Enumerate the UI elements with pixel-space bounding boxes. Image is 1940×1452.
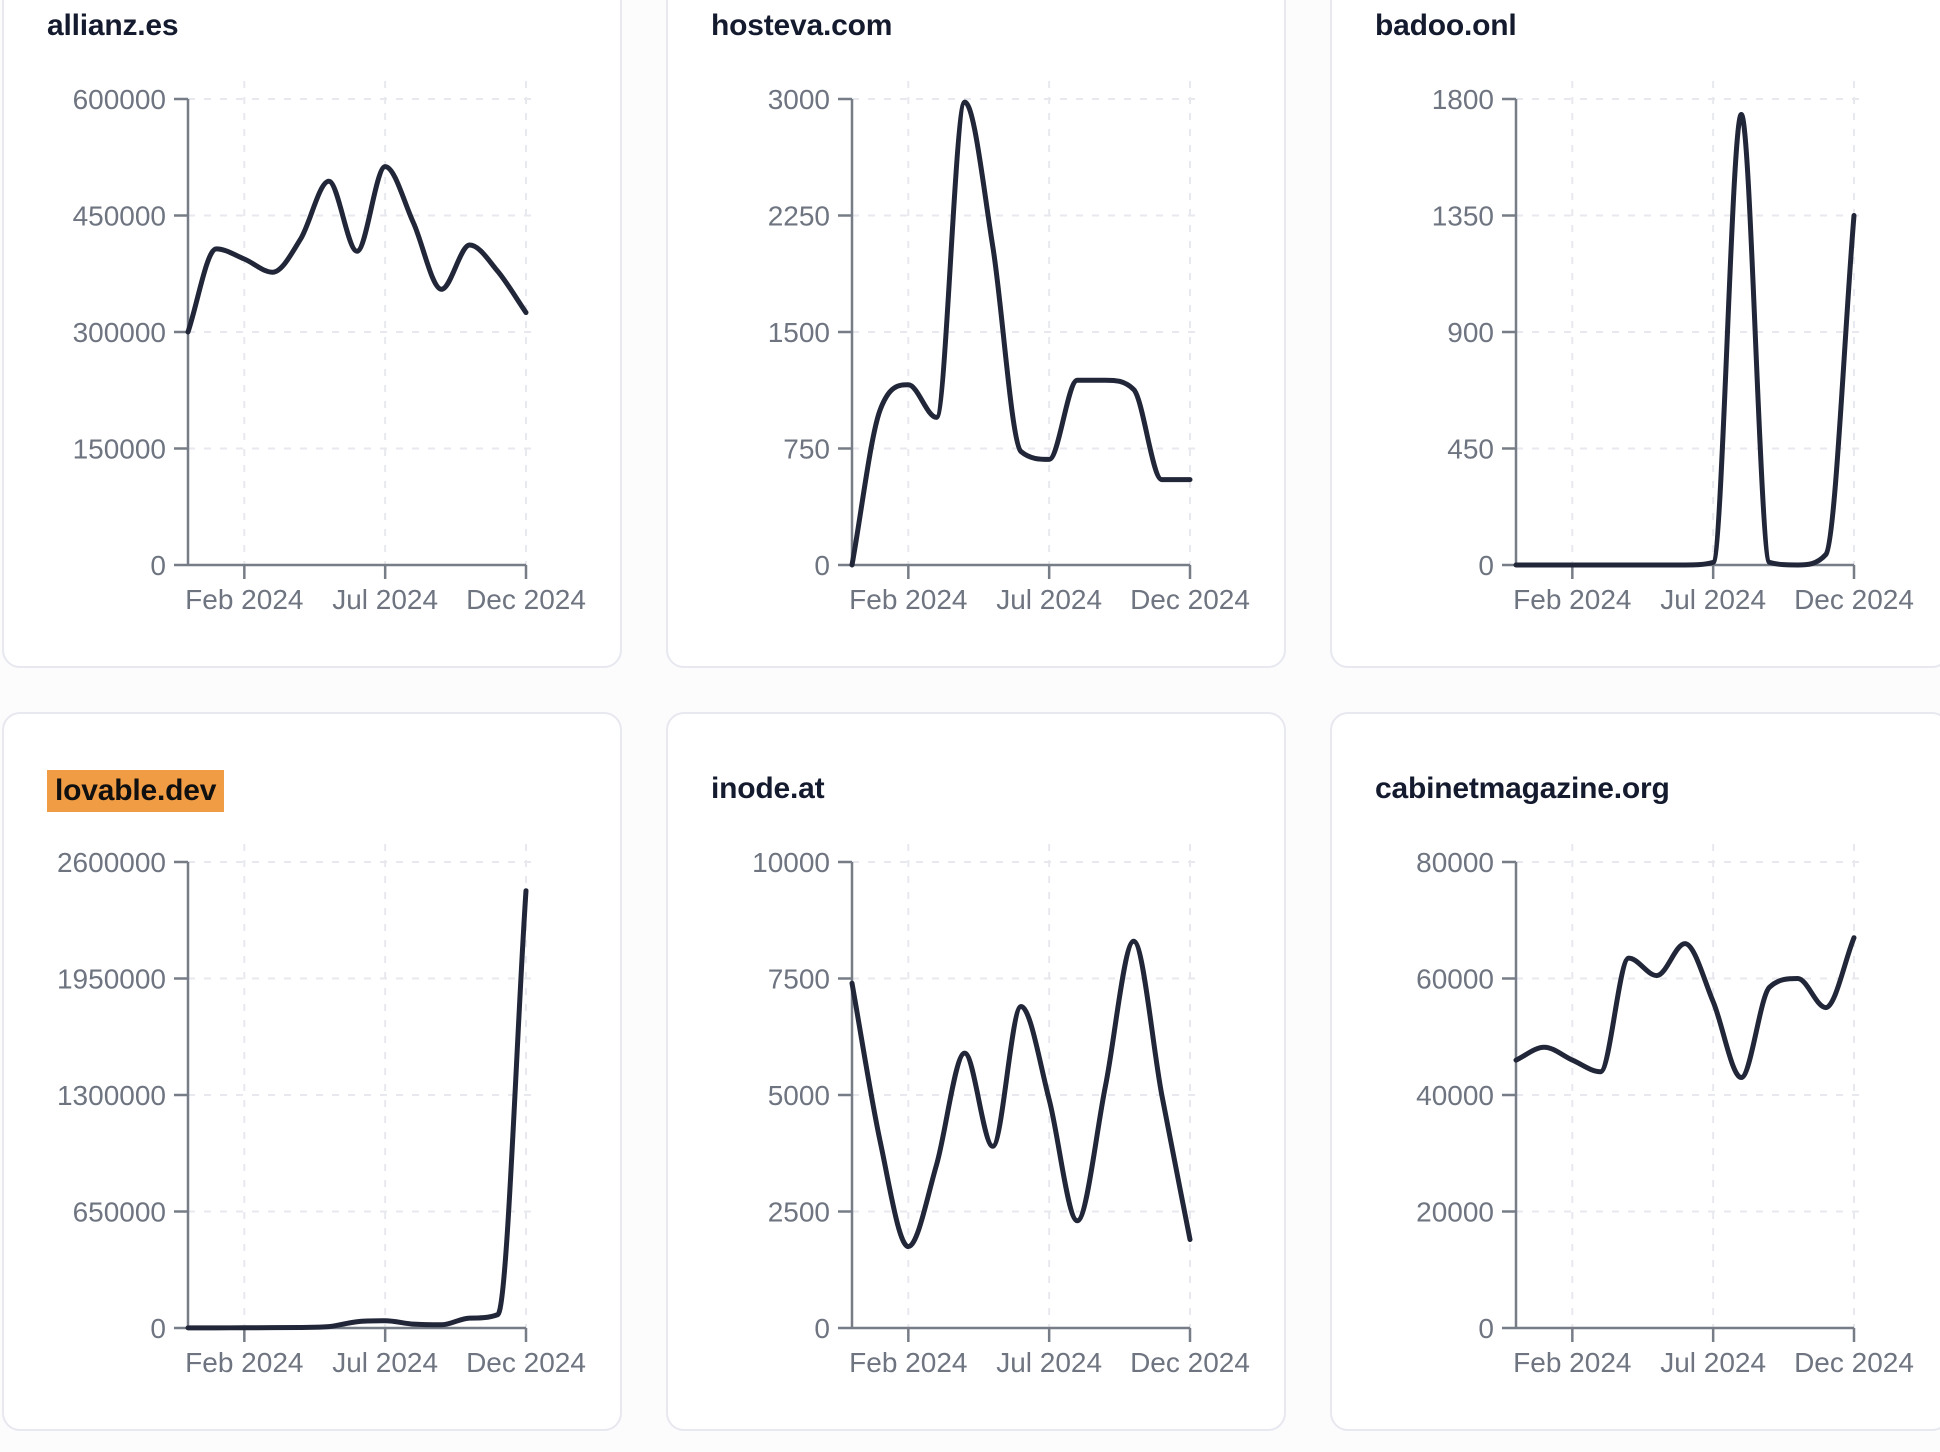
x-axis-tick-label: Feb 2024: [849, 584, 967, 615]
y-axis-tick-label: 1500: [768, 317, 830, 348]
traffic-series-line: [1513, 935, 1857, 1080]
domain-name-label: badoo.onl: [1375, 9, 1517, 42]
y-axis-tick-label: 650000: [73, 1197, 166, 1228]
traffic-series-line: [849, 99, 1193, 568]
y-axis-tick-label: 7500: [768, 964, 830, 995]
y-axis-tick-label: 60000: [1416, 964, 1494, 995]
x-axis-tick-label: Dec 2024: [466, 1347, 586, 1378]
traffic-series-line: [1513, 112, 1857, 568]
y-axis-tick-label: 0: [150, 1313, 166, 1344]
axis-tick-labels: 0 650000 1300000 1950000 2600000 Feb 2024 Jul …: [57, 847, 586, 1378]
y-axis-tick-label: 300000: [73, 317, 166, 348]
card-hosteva-com: hosteva.com 0 750 1500 2250 3000 Feb 2024 Jul …: [666, 0, 1286, 668]
domain-name-label: inode.at: [711, 772, 825, 805]
card-inode-at: inode.at 0 2500 5000 7500 10000 Feb 2024 Jul 2…: [666, 712, 1286, 1431]
domain-name-label: cabinetmagazine.org: [1375, 772, 1670, 805]
gridlines: [1516, 844, 1862, 1328]
axes: [174, 860, 528, 1342]
traffic-line-chart: 0 450 900 1350 1800 Feb 2024 Jul 2024 Dec 2024: [1432, 81, 1914, 615]
domain-name-label: hosteva.com: [711, 9, 893, 42]
y-axis-tick-label: 450: [1447, 434, 1494, 465]
axes: [1502, 860, 1856, 1342]
domain-title: cabinetmagazine.org: [1375, 770, 1670, 808]
traffic-line-chart: 0 20000 40000 60000 80000 Feb 2024 Jul 2024 Dec…: [1416, 844, 1914, 1378]
x-axis-tick-label: Feb 2024: [849, 1347, 967, 1378]
y-axis-tick-label: 0: [814, 1313, 830, 1344]
gridlines: [188, 81, 534, 565]
axis-tick-labels: 0 450 900 1350 1800 Feb 2024 Jul 2024 Dec 2024: [1432, 84, 1914, 615]
y-axis-tick-label: 0: [1478, 550, 1494, 581]
y-axis-tick-label: 1300000: [57, 1080, 166, 1111]
domain-name-label: allianz.es: [47, 9, 179, 42]
y-axis-tick-label: 150000: [73, 434, 166, 465]
axes: [1502, 97, 1856, 579]
card-lovable-dev: lovable.dev 0 650000 1300000 1950000 2600000…: [2, 712, 622, 1431]
y-axis-tick-label: 2600000: [57, 847, 166, 878]
y-axis-tick-label: 0: [150, 550, 166, 581]
x-axis-tick-label: Dec 2024: [466, 584, 586, 615]
x-axis-tick-label: Dec 2024: [1130, 1347, 1250, 1378]
gridlines: [188, 844, 534, 1328]
y-axis-tick-label: 750: [783, 434, 830, 465]
y-axis-tick-label: 2250: [768, 201, 830, 232]
axes: [838, 97, 1192, 579]
gridlines: [1516, 81, 1862, 565]
domain-title: hosteva.com: [711, 7, 892, 45]
y-axis-tick-label: 450000: [73, 201, 166, 232]
y-axis-tick-label: 1950000: [57, 964, 166, 995]
y-axis-tick-label: 20000: [1416, 1197, 1494, 1228]
gridlines: [852, 81, 1198, 565]
domain-title: allianz.es: [47, 7, 179, 45]
traffic-series-line: [185, 888, 529, 1331]
x-axis-tick-label: Jul 2024: [332, 584, 438, 615]
domain-title: lovable.dev: [47, 770, 225, 812]
axis-tick-labels: 0 2500 5000 7500 10000 Feb 2024 Jul 2024 Dec 20…: [752, 847, 1250, 1378]
domain-title: inode.at: [711, 770, 825, 808]
x-axis-tick-label: Dec 2024: [1130, 584, 1250, 615]
card-cabinetmagazine-org: cabinetmagazine.org 0 20000 40000 60000 8000…: [1330, 712, 1940, 1431]
x-axis-tick-label: Dec 2024: [1794, 584, 1914, 615]
gridlines: [852, 844, 1198, 1328]
x-axis-tick-label: Jul 2024: [996, 1347, 1102, 1378]
traffic-line-chart: 0 750 1500 2250 3000 Feb 2024 Jul 2024 Dec 2024: [768, 81, 1250, 615]
traffic-series-line: [849, 938, 1193, 1249]
traffic-series-line: [185, 164, 529, 335]
y-axis-tick-label: 5000: [768, 1080, 830, 1111]
traffic-line-chart: 0 150000 300000 450000 600000 Feb 2024 Jul 202…: [73, 81, 586, 615]
axes: [174, 97, 528, 579]
axis-tick-labels: 0 150000 300000 450000 600000 Feb 2024 Jul 202…: [73, 84, 586, 615]
y-axis-tick-label: 40000: [1416, 1080, 1494, 1111]
x-axis-tick-label: Feb 2024: [185, 1347, 303, 1378]
domain-name-label-highlighted: lovable.dev: [47, 770, 225, 812]
y-axis-tick-label: 10000: [752, 847, 830, 878]
y-axis-tick-label: 1350: [1432, 201, 1494, 232]
x-axis-tick-label: Jul 2024: [332, 1347, 438, 1378]
card-badoo-onl: badoo.onl 0 450 900 1350 1800 Feb 2024 Jul 202…: [1330, 0, 1940, 668]
y-axis-tick-label: 1800: [1432, 84, 1494, 115]
x-axis-tick-label: Jul 2024: [996, 584, 1102, 615]
axis-tick-labels: 0 20000 40000 60000 80000 Feb 2024 Jul 2024 Dec…: [1416, 847, 1914, 1378]
y-axis-tick-label: 600000: [73, 84, 166, 115]
traffic-line-chart: 0 650000 1300000 1950000 2600000 Feb 2024 Jul …: [57, 844, 586, 1378]
y-axis-tick-label: 80000: [1416, 847, 1494, 878]
x-axis-tick-label: Feb 2024: [1513, 1347, 1631, 1378]
x-axis-tick-label: Dec 2024: [1794, 1347, 1914, 1378]
y-axis-tick-label: 900: [1447, 317, 1494, 348]
card-allianz-es: allianz.es 0 150000 300000 450000 600000 Feb …: [2, 0, 622, 668]
domain-title: badoo.onl: [1375, 7, 1517, 45]
y-axis-tick-label: 3000: [768, 84, 830, 115]
traffic-line-chart: 0 2500 5000 7500 10000 Feb 2024 Jul 2024 Dec 20…: [752, 844, 1250, 1378]
x-axis-tick-label: Jul 2024: [1660, 584, 1766, 615]
x-axis-tick-label: Jul 2024: [1660, 1347, 1766, 1378]
y-axis-tick-label: 2500: [768, 1197, 830, 1228]
y-axis-tick-label: 0: [814, 550, 830, 581]
axes: [838, 860, 1192, 1342]
axis-tick-labels: 0 750 1500 2250 3000 Feb 2024 Jul 2024 Dec 2024: [768, 84, 1250, 615]
y-axis-tick-label: 0: [1478, 1313, 1494, 1344]
x-axis-tick-label: Feb 2024: [185, 584, 303, 615]
x-axis-tick-label: Feb 2024: [1513, 584, 1631, 615]
